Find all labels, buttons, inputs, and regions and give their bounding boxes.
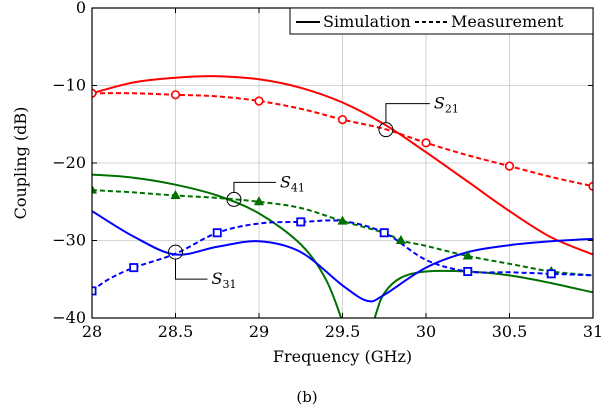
marker-s21	[254, 96, 264, 106]
x-tick-label: 30	[416, 322, 436, 341]
annotation-leader	[175, 259, 208, 280]
x-tick-label: 28	[82, 322, 102, 341]
marker-s21	[504, 161, 515, 171]
axis-ticks: 28 28.5 29 29.5 30 30.5 31 −40 −30 −20 −10 0	[52, 0, 603, 341]
y-tick-label: −10	[52, 76, 86, 95]
annotation-label: S21	[434, 94, 459, 116]
annotation-label: S41	[280, 172, 305, 194]
marker-s31	[379, 228, 389, 238]
marker-s31	[212, 228, 222, 238]
y-tick-label: −20	[52, 153, 86, 172]
x-tick-label: 29.5	[325, 322, 361, 341]
y-tick-label: −30	[52, 231, 86, 250]
marker-s41	[337, 215, 348, 225]
y-axis-label: Coupling (dB)	[11, 107, 30, 220]
y-tick-label: 0	[76, 0, 86, 17]
marker-s21	[337, 114, 348, 125]
annotation-subscript: 31	[222, 278, 236, 291]
x-tick-label: 31	[583, 322, 603, 341]
annotation-subscript: 21	[445, 103, 459, 116]
grid-lines	[92, 8, 593, 318]
y-tick-label: −40	[52, 308, 86, 327]
x-tick-label: 28.5	[158, 322, 194, 341]
legend-box	[289, 7, 594, 35]
annotation-leader	[385, 103, 430, 123]
marker-s21	[170, 90, 181, 100]
marker-s31	[129, 263, 139, 273]
marker-s31	[463, 266, 473, 276]
annotation-subscript: 41	[291, 181, 305, 194]
legend-simulation-label: Simulation	[323, 12, 411, 31]
x-axis-label: Frequency (GHz)	[273, 347, 412, 366]
x-tick-label: 30.5	[492, 322, 528, 341]
annotation-leader	[233, 181, 276, 193]
marker-s31	[546, 269, 556, 279]
marker-s41	[170, 190, 181, 200]
legend: Simulation Measurement	[289, 7, 594, 35]
marker-s21	[421, 138, 431, 148]
marker-s21	[588, 181, 593, 191]
marker-s41	[395, 234, 407, 244]
marker-group	[92, 88, 593, 296]
marker-s21	[92, 88, 97, 98]
marker-s41	[253, 196, 265, 206]
legend-measurement-label: Measurement	[451, 12, 564, 31]
marker-s41	[92, 184, 98, 194]
series-s31-simulation	[92, 210, 593, 303]
annotation-label: S31	[212, 269, 237, 291]
x-tick-label: 29	[249, 322, 269, 341]
series-s21-simulation	[92, 75, 593, 256]
marker-s31	[296, 217, 306, 227]
series-s41-measurement	[92, 189, 593, 277]
figure-caption: (b)	[296, 388, 318, 406]
marker-s41	[462, 250, 473, 260]
